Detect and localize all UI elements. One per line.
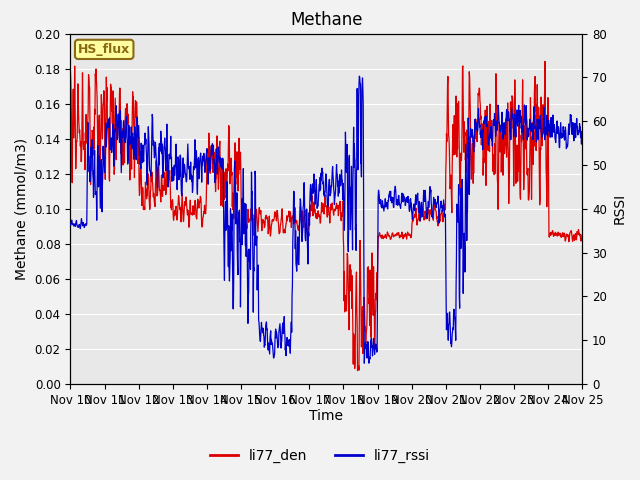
Legend: li77_den, li77_rssi: li77_den, li77_rssi [204, 443, 436, 468]
Y-axis label: Methane (mmol/m3): Methane (mmol/m3) [15, 138, 29, 280]
X-axis label: Time: Time [309, 409, 344, 423]
Title: Methane: Methane [290, 11, 363, 29]
Text: HS_flux: HS_flux [78, 43, 131, 56]
Y-axis label: RSSI: RSSI [612, 193, 627, 224]
